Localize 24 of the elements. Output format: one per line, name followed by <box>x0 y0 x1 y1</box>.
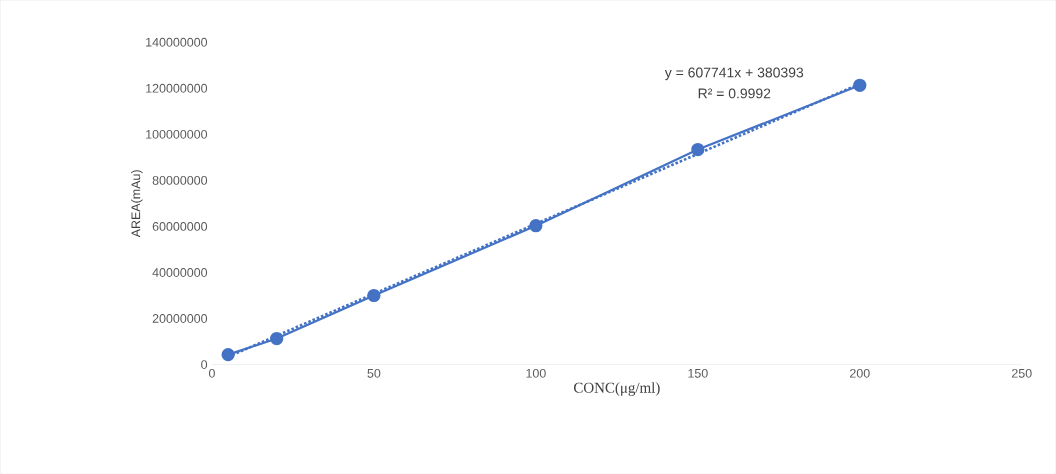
annotation: y = 607741x + 380393 <box>664 67 804 80</box>
x-tick-label: 50 <box>367 368 381 378</box>
y-tick-label: 20000000 <box>152 313 208 323</box>
x-axis-title: CONC(μg/ml) <box>573 382 660 396</box>
y-axis-title: AREA(mAu) <box>131 170 143 238</box>
annotation: R² = 0.9992 <box>698 88 771 99</box>
y-tick-label: 100000000 <box>146 129 208 139</box>
y-tick-label: 120000000 <box>146 83 208 93</box>
point <box>691 142 705 156</box>
point <box>529 218 543 233</box>
y-tick-label: 0 <box>201 359 208 369</box>
x-tick-label: 200 <box>850 368 870 378</box>
y-tick-label: 140000000 <box>146 37 208 47</box>
x-tick-label: 250 <box>1011 368 1032 378</box>
point <box>853 78 867 92</box>
x-tick-label: 0 <box>208 368 215 378</box>
y-tick-label: 80000000 <box>152 175 208 185</box>
point <box>221 347 235 362</box>
x-tick-label: 100 <box>526 368 546 378</box>
x-tick-label: 150 <box>688 368 708 378</box>
y-tick-label: 60000000 <box>152 221 208 231</box>
point <box>367 288 381 302</box>
point <box>270 331 284 345</box>
y-tick-label: 40000000 <box>152 267 208 277</box>
